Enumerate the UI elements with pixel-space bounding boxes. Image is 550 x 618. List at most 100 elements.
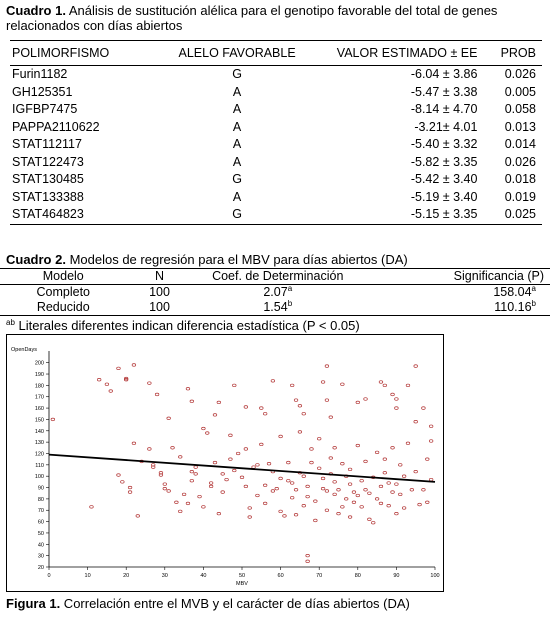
scatter-point (332, 446, 337, 450)
scatter-point (386, 481, 391, 485)
scatter-point (401, 506, 407, 510)
scatter-point (247, 506, 252, 510)
scatter-point (263, 483, 268, 487)
x-axis-label: MBV (236, 581, 248, 587)
y-tick-label: 160 (35, 406, 44, 412)
scatter-point (363, 397, 368, 401)
prob-cell: 0.013 (504, 119, 536, 134)
sig-cell: 110.16b (363, 300, 550, 316)
scatter-point (297, 430, 303, 434)
scatter-point (154, 392, 160, 397)
scatter-point (371, 521, 376, 525)
scatter-point (328, 456, 333, 460)
x-tick-label: 90 (393, 573, 399, 579)
sig-value: 158.04 (493, 285, 532, 299)
scatter-point (421, 488, 426, 492)
coef-cell: 2.07a (193, 285, 364, 301)
scatter-point (317, 437, 322, 441)
scatter-point (301, 474, 306, 478)
scatter-point (278, 434, 283, 439)
prob-cell: 0.058 (504, 102, 536, 116)
y-tick-label: 180 (35, 383, 44, 389)
scatter-point (212, 460, 218, 465)
scatter-point (243, 484, 249, 489)
scatter-point (147, 381, 152, 385)
scatter-plot-svg: 2030405060708090100110120130140150160170… (11, 347, 440, 587)
polimorfismo-cell: STAT133388 (12, 189, 84, 204)
scatter-point (208, 481, 214, 485)
scatter-point (104, 382, 110, 386)
table-row: GH125351 A -5.47 ± 3.38 0.005 (10, 84, 542, 102)
table-row: Completo 100 2.07a 158.04a (0, 285, 550, 301)
table-row: STAT122473 A -5.82 ± 3.35 0.026 (10, 154, 542, 172)
scatter-point (197, 494, 202, 499)
scatter-point (162, 487, 167, 491)
scatter-point (347, 467, 353, 472)
scatter-point (359, 505, 364, 509)
scatter-point (189, 479, 194, 483)
allele-cell: G (169, 206, 303, 225)
scatter-point (363, 488, 368, 492)
scatter-point (189, 399, 194, 403)
table1-caption-text: Análisis de sustitución alélica para el … (6, 3, 498, 33)
scatter-point (390, 490, 395, 494)
scatter-point (428, 439, 434, 443)
value-cell: -8.14 ± 4.70 (410, 102, 478, 116)
scatter-point (255, 493, 260, 498)
sig-superscript: b (531, 299, 536, 308)
y-tick-label: 90 (38, 486, 44, 492)
scatter-point (413, 420, 418, 424)
scatter-point (228, 433, 233, 437)
prob-cell: 0.018 (504, 172, 536, 186)
table1-caption-label: Cuadro 1. (6, 3, 66, 18)
polimorfismo-cell: STAT464823 (10, 206, 170, 225)
scatter-point (320, 380, 326, 384)
prob-cell: 0.005 (504, 84, 536, 99)
scatter-point (290, 496, 295, 500)
scatter-point (344, 497, 349, 501)
scatter-point (251, 465, 256, 469)
scatter-point (305, 559, 310, 563)
scatter-point (89, 505, 94, 509)
scatter-point (185, 387, 191, 391)
value-cell: -6.04 ± 3.86 (410, 67, 478, 81)
scatter-point (351, 500, 357, 504)
polimorfismo-cell: Furin1182 (12, 67, 68, 81)
scatter-point (428, 424, 434, 428)
regression-line (48, 453, 436, 483)
prob-cell: 0.014 (504, 137, 536, 151)
scatter-point (305, 494, 310, 499)
allele-substitution-table: POLIMORFISMO ALELO FAVORABLE VALOR ESTIM… (10, 40, 542, 225)
header-n: N (126, 268, 193, 285)
coef-superscript: a (287, 284, 293, 293)
table-row: STAT464823 G -5.15 ± 3.35 0.025 (10, 206, 542, 225)
footnote-text: Literales diferentes indican diferencia … (14, 318, 360, 333)
scatter-point (367, 491, 372, 495)
scatter-point (305, 553, 310, 558)
scatter-point (367, 517, 372, 521)
scatter-point (220, 490, 225, 494)
scatter-point (293, 398, 299, 402)
scatter-point (266, 462, 272, 466)
scatter-point (374, 450, 380, 455)
y-tick-label: 50 (38, 531, 44, 537)
scatter-point (151, 465, 156, 469)
y-tick-label: 20 (38, 565, 44, 571)
polimorfismo-cell: STAT122473 (12, 154, 84, 169)
y-tick-label: 40 (38, 542, 44, 548)
scatter-point (124, 376, 129, 381)
scatter-point (347, 515, 353, 519)
table-row: PAPPA2110622 A -3.21± 4.01 0.013 (10, 119, 542, 137)
scatter-point (386, 504, 391, 508)
modelo-cell: Reducido (0, 300, 127, 316)
coef-value: 2.07 (263, 285, 288, 299)
scatter-point (328, 415, 333, 419)
table2-header-row: Modelo N Coef. de Determinación Signific… (0, 268, 550, 285)
value-cell: -5.40 ± 3.32 (410, 137, 478, 151)
scatter-point (398, 463, 403, 467)
modelo-cell: Completo (36, 285, 91, 299)
scatter-point (162, 482, 167, 486)
prob-cell: 0.026 (504, 154, 536, 169)
scatter-point (313, 499, 318, 503)
x-tick-label: 30 (162, 573, 168, 579)
